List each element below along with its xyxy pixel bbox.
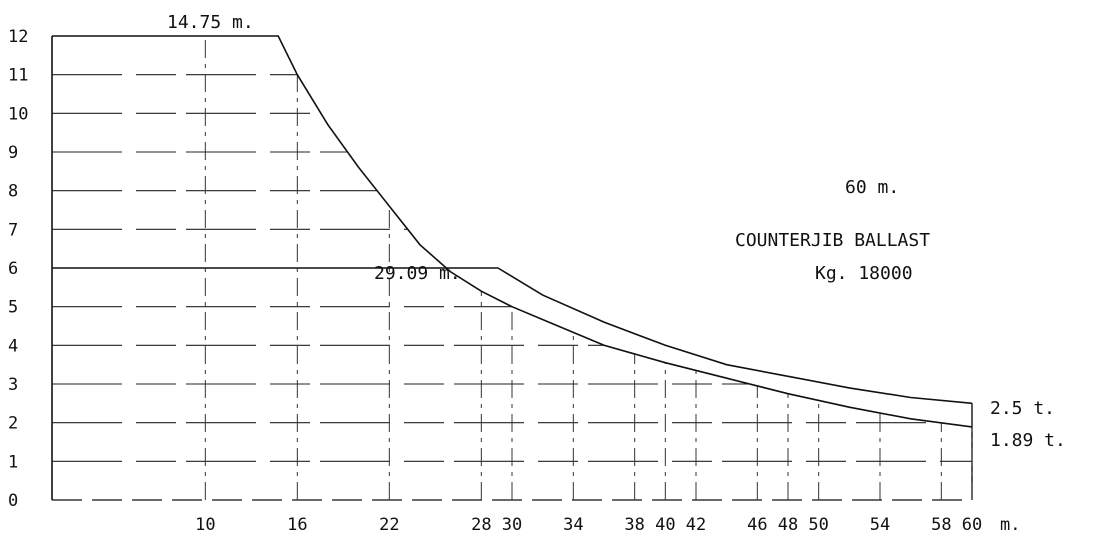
x-tick-label: 34 xyxy=(563,515,583,535)
x-axis-ticks: 10 16 22 28 30 34 38 40 42 46 48 50 54 58 60 m. xyxy=(195,515,1020,535)
y-tick-label: 10 xyxy=(8,104,28,124)
y-tick-label: 5 xyxy=(8,298,18,318)
x-tick-label: 54 xyxy=(870,515,890,535)
x-tick-label: 38 xyxy=(624,515,644,535)
annotation-tip-load-lower: 1.89 t. xyxy=(990,430,1066,451)
y-tick-label: 6 xyxy=(8,259,18,279)
x-tick-label: 42 xyxy=(686,515,706,535)
y-tick-label: 2 xyxy=(8,414,18,434)
x-tick-label: 46 xyxy=(747,515,767,535)
y-tick-label: 3 xyxy=(8,375,18,395)
x-tick-label: 16 xyxy=(287,515,307,535)
x-tick-label: 10 xyxy=(195,515,215,535)
load-curve-1 xyxy=(52,35,973,428)
x-tick-label: 28 xyxy=(471,515,491,535)
load-curves xyxy=(52,35,973,428)
annotation-ballast-weight: Kg. 18000 xyxy=(815,263,913,284)
y-tick-label: 7 xyxy=(8,220,18,240)
annotation-counterjib: COUNTERJIB BALLAST xyxy=(735,230,930,251)
load-steps xyxy=(52,36,973,500)
annotation-jib-length: 60 m. xyxy=(845,177,899,198)
annotations: 14.75 m. 29.09 m. 2.5 t. 1.89 t. 60 m. C… xyxy=(167,12,1066,451)
y-tick-label: 8 xyxy=(8,182,18,202)
y-tick-label: 11 xyxy=(8,66,28,86)
x-tick-label: 60 xyxy=(962,515,982,535)
x-tick-label: 48 xyxy=(778,515,798,535)
x-tick-label: 22 xyxy=(379,515,399,535)
annotation-mid-radius: 29.09 m. xyxy=(374,263,461,284)
load-curve-2 xyxy=(52,267,973,405)
y-tick-label: 9 xyxy=(8,143,18,163)
x-tick-label: 30 xyxy=(502,515,522,535)
y-tick-label: 1 xyxy=(8,452,18,472)
annotation-max-radius: 14.75 m. xyxy=(167,12,254,33)
x-tick-label: 58 xyxy=(931,515,951,535)
x-axis-unit: m. xyxy=(1000,515,1020,535)
x-tick-label: 40 xyxy=(655,515,675,535)
annotation-tip-load-upper: 2.5 t. xyxy=(990,398,1055,419)
y-tick-label: 4 xyxy=(8,336,18,356)
y-tick-label: 0 xyxy=(8,491,18,511)
x-tick-label: 50 xyxy=(808,515,828,535)
y-tick-label: 12 xyxy=(8,27,28,47)
